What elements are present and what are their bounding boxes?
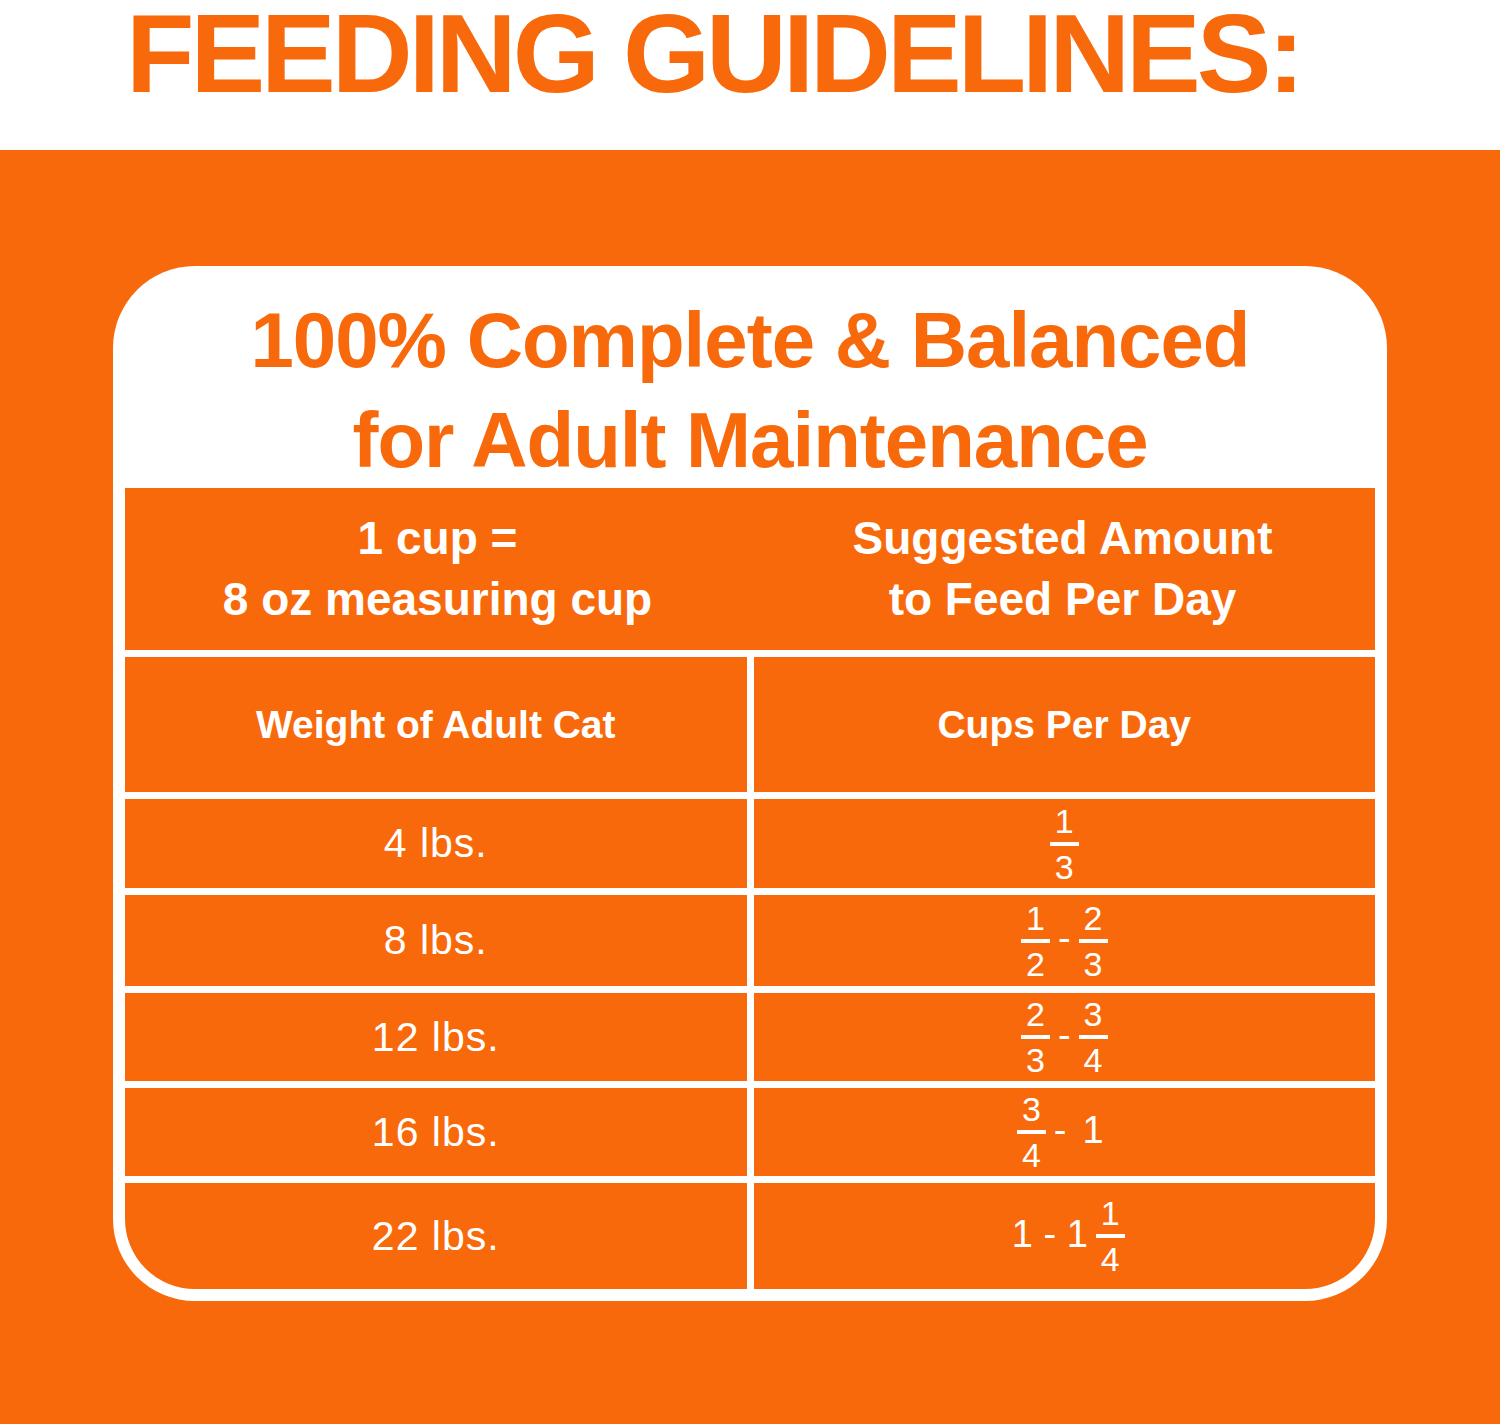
- orange-background: 100% Complete & Balanced for Adult Maint…: [0, 150, 1500, 1424]
- column-header-weight: Weight of Adult Cat: [125, 657, 747, 792]
- fraction: 13: [1050, 804, 1079, 884]
- weight-cell: 8 lbs.: [125, 895, 747, 986]
- header-suggested-amount: Suggested Amount to Feed Per Day: [750, 508, 1375, 630]
- fraction: 34: [1017, 1092, 1046, 1172]
- cups-text: 1: [1082, 1109, 1103, 1152]
- cups-cell: 1 - 114: [754, 1183, 1376, 1289]
- fraction: 23: [1021, 997, 1050, 1077]
- cups-cell: 12-23: [754, 895, 1376, 986]
- cups-cell: 13: [754, 799, 1376, 888]
- card-title: 100% Complete & Balanced for Adult Maint…: [113, 266, 1387, 490]
- fraction: 14: [1096, 1196, 1125, 1276]
- feeding-guidelines-label: FEEDING GUIDELINES: 100% Complete & Bala…: [0, 0, 1500, 1424]
- header-suggested-amount-line1: Suggested Amount: [750, 508, 1375, 569]
- weight-cell: 4 lbs.: [125, 799, 747, 888]
- fraction: 34: [1079, 997, 1108, 1077]
- cups-text: -: [1054, 1109, 1067, 1152]
- weight-cell: 12 lbs.: [125, 993, 747, 1081]
- cups-cell: 23-34: [754, 993, 1376, 1081]
- page-heading: FEEDING GUIDELINES:: [0, 0, 1500, 108]
- cups-text: 1 - 1: [1012, 1213, 1088, 1256]
- header-cup-definition: 1 cup = 8 oz measuring cup: [125, 508, 750, 630]
- cups-cell: 34-1: [754, 1088, 1376, 1176]
- table-header-top-row: 1 cup = 8 oz measuring cup Suggested Amo…: [125, 488, 1375, 650]
- header-cup-definition-line1: 1 cup =: [125, 508, 750, 569]
- fraction: 12: [1021, 901, 1050, 981]
- fraction: 23: [1079, 901, 1108, 981]
- top-band: FEEDING GUIDELINES:: [0, 0, 1500, 150]
- guidelines-card: 100% Complete & Balanced for Adult Maint…: [113, 266, 1387, 1301]
- header-suggested-amount-line2: to Feed Per Day: [750, 569, 1375, 630]
- card-title-line2: for Adult Maintenance: [113, 390, 1387, 490]
- weight-cell: 22 lbs.: [125, 1183, 747, 1289]
- header-cup-definition-line2: 8 oz measuring cup: [125, 569, 750, 630]
- cups-text: -: [1058, 917, 1071, 960]
- card-title-line1: 100% Complete & Balanced: [113, 290, 1387, 390]
- column-header-cups: Cups Per Day: [754, 657, 1376, 792]
- cups-text: -: [1058, 1014, 1071, 1057]
- weight-cell: 16 lbs.: [125, 1088, 747, 1176]
- feeding-table: 1 cup = 8 oz measuring cup Suggested Amo…: [125, 488, 1375, 1289]
